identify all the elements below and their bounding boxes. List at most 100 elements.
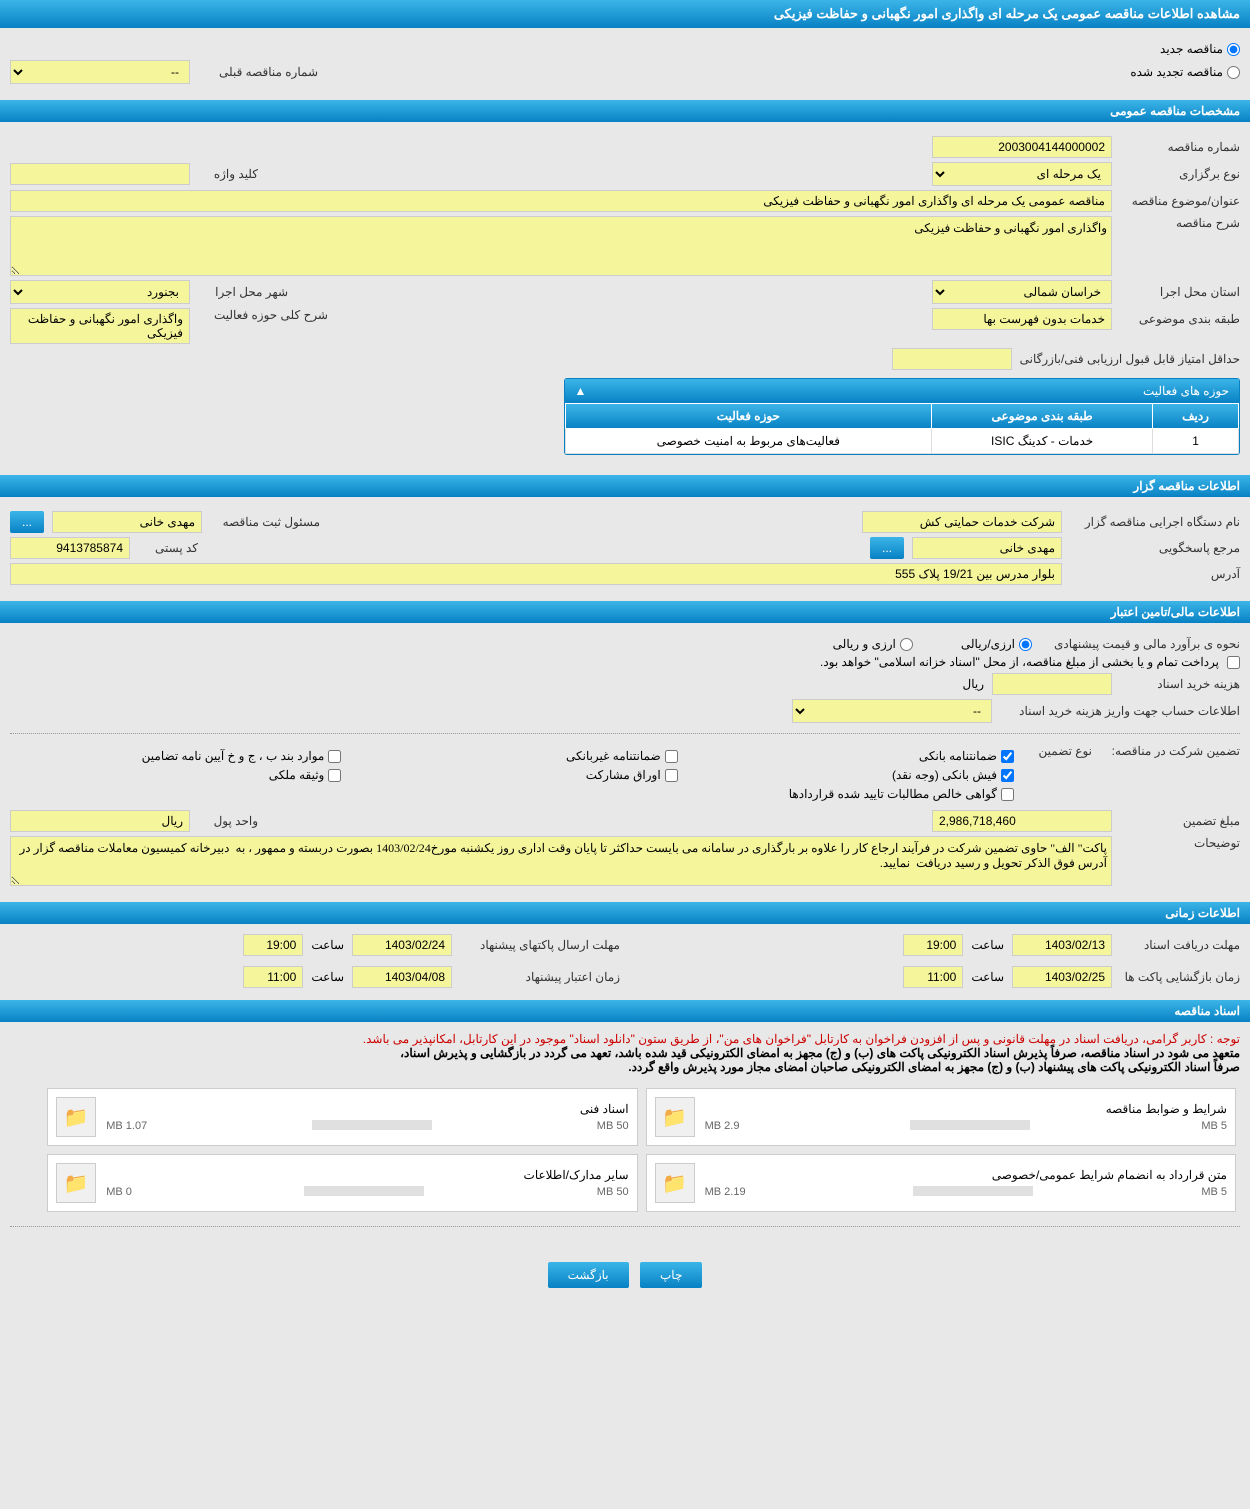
exec-name-field: شرکت خدمات حمایتی کش [862,511,1062,533]
gt-bank-checkbox[interactable] [1001,750,1014,763]
time-label: ساعت [971,970,1004,984]
contact-dots-button[interactable]: ... [870,537,904,559]
validity-time-field: 11:00 [243,966,303,988]
receive-deadline-label: مهلت دریافت اسناد [1120,938,1240,952]
commitment2: صرفاً اسناد الکترونیکی پاکت های پیشنهاد … [10,1060,1240,1074]
time-label: ساعت [311,938,344,952]
rial-unit: ریال [962,677,984,691]
doc-card[interactable]: متن قرارداد به انضمام شرایط عمومی/خصوصی … [646,1154,1236,1212]
activity-table-title: حوزه های فعالیت [1143,384,1229,398]
currency-unit-field: ریال [10,810,190,832]
financial-info-header: اطلاعات مالی/تامین اعتبار [0,601,1250,623]
description-label: شرح مناقصه [1120,216,1240,230]
doc-used: 2.19 MB [705,1186,746,1198]
doc-card[interactable]: اسناد فنی 50 MB 1.07 MB 📁 [47,1088,637,1146]
gt-items-label: موارد بند ب ، ج و خ آیین نامه تضامین [142,749,325,763]
receive-date-field: 1403/02/13 [1012,934,1112,956]
gt-cash-checkbox[interactable] [1001,769,1014,782]
description-textarea[interactable]: واگذاری امور نگهبانی و حفاظت فیزیکی [10,216,1112,276]
organizer-info-header: اطلاعات مناقصه گزار [0,475,1250,497]
progress-bar [913,1186,1033,1196]
new-tender-label: مناقصه جدید [1160,42,1223,56]
gt-property-label: وثیقه ملکی [269,768,325,782]
currency-radio[interactable] [900,638,913,651]
renewed-tender-label: مناقصه تجدید شده [1130,65,1223,79]
contact-field: مهدی خانی [912,537,1062,559]
doc-title: اسناد فنی [106,1102,628,1116]
doc-total: 50 MB [597,1120,629,1132]
notes-textarea[interactable]: پاکت" الف" حاوی تضمین شرکت در فرآیند ارج… [10,836,1112,886]
print-button[interactable]: چاپ [640,1262,702,1288]
guarantee-amount-label: مبلغ تضمین [1120,814,1240,828]
keyword-input[interactable] [10,163,190,185]
progress-bar [910,1120,1030,1130]
postal-field: 9413785874 [10,537,130,559]
guarantee-type-label: نوع تضمین [1022,744,1092,758]
city-label: شهر محل اجرا [198,285,288,299]
validity-label: زمان اعتبار پیشنهاد [460,970,620,984]
receive-time-field: 19:00 [903,934,963,956]
col-row: ردیف [1153,404,1239,429]
province-label: استان محل اجرا [1120,285,1240,299]
docs-note: توجه : کاربر گرامی، دریافت اسناد در مهلت… [10,1032,1240,1046]
postal-label: کد پستی [138,541,198,555]
holding-type-select[interactable]: یک مرحله ای [932,162,1112,186]
doc-title: شرایط و ضوابط مناقصه [705,1102,1227,1116]
province-select[interactable]: خراسان شمالی [932,280,1112,304]
gt-cash-label: فیش بانکی (وجه نقد) [892,768,997,782]
time-label: ساعت [311,970,344,984]
general-specs-header: مشخصات مناقصه عمومی [0,100,1250,122]
doc-cost-input[interactable] [992,673,1112,695]
guarantee-label: تضمین شرکت در مناقصه: [1100,744,1240,758]
reg-manager-field: مهدی خانی [52,511,202,533]
gt-cert-checkbox[interactable] [1001,788,1014,801]
folder-icon: 📁 [56,1163,96,1203]
divider [10,733,1240,734]
open-date-field: 1403/02/25 [1012,966,1112,988]
progress-bar [312,1120,432,1130]
table-row: 1 خدمات - کدینگ ISIC فعالیت‌های مربوط به… [565,429,1239,454]
account-select[interactable]: -- [792,699,992,723]
new-tender-radio[interactable] [1227,43,1240,56]
prev-number-label: شماره مناقصه قبلی [198,65,318,79]
gt-bonds-checkbox[interactable] [665,769,678,782]
renewed-tender-radio[interactable] [1227,66,1240,79]
gt-nonbank-label: ضمانتنامه غیربانکی [566,749,661,763]
min-score-input[interactable] [892,348,1012,370]
divider [10,1226,1240,1227]
activity-table: ردیف طبقه بندی موضوعی حوزه فعالیت 1 خدما… [565,403,1240,454]
exec-name-label: نام دستگاه اجرایی مناقصه گزار [1070,515,1240,529]
row-category: خدمات - کدینگ ISIC [932,429,1153,454]
rial-option-label: ارزی/ریالی [961,637,1015,651]
open-time-field: 11:00 [903,966,963,988]
payment-note-checkbox[interactable] [1227,656,1240,669]
payment-note-label: پرداخت تمام و یا بخشی از مبلغ مناقصه، از… [820,655,1219,669]
account-info-label: اطلاعات حساب جهت واریز هزینه خرید اسناد [1000,704,1240,718]
gt-cert-label: گواهی خالص مطالبات تایید شده قراردادها [789,787,997,801]
gt-property-checkbox[interactable] [328,769,341,782]
gt-items-checkbox[interactable] [328,750,341,763]
doc-card[interactable]: شرایط و ضوابط مناقصه 5 MB 2.9 MB 📁 [646,1088,1236,1146]
col-category: طبقه بندی موضوعی [932,404,1153,429]
title-label: عنوان/موضوع مناقصه [1120,194,1240,208]
doc-card[interactable]: سایر مدارک/اطلاعات 50 MB 0 MB 📁 [47,1154,637,1212]
tender-number-label: شماره مناقصه [1120,140,1240,154]
currency-unit-label: واحد پول [198,814,258,828]
min-score-label: حداقل امتیاز قابل قبول ارزیابی فنی/بازرگ… [1020,352,1240,366]
doc-total: 5 MB [1201,1120,1227,1132]
collapse-icon[interactable]: ▲ [575,384,587,398]
page-title: مشاهده اطلاعات مناقصه عمومی یک مرحله ای … [0,0,1250,28]
time-label: ساعت [971,938,1004,952]
doc-title: سایر مدارک/اطلاعات [106,1168,628,1182]
rial-radio[interactable] [1019,638,1032,651]
gt-nonbank-checkbox[interactable] [665,750,678,763]
reg-manager-label: مسئول ثبت مناقصه [210,515,320,529]
reg-manager-dots-button[interactable]: ... [10,511,44,533]
prev-number-select[interactable]: -- [10,60,190,84]
gt-bank-label: ضمانتنامه بانکی [919,749,997,763]
notes-label: توضیحات [1120,836,1240,850]
doc-used: 1.07 MB [106,1120,147,1132]
commitment1: متعهد می شود در اسناد مناقصه، صرفاً پذیر… [10,1046,1240,1060]
city-select[interactable]: بجنورد [10,280,190,304]
back-button[interactable]: بازگشت [548,1262,629,1288]
